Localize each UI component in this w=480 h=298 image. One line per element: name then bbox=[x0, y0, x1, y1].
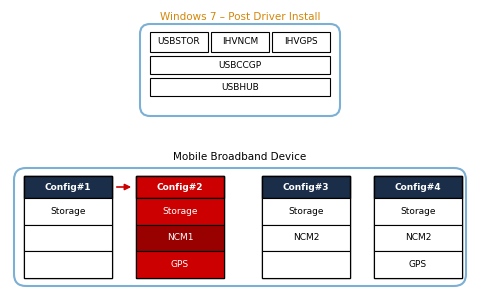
Text: GPS: GPS bbox=[409, 260, 427, 269]
Text: Config#1: Config#1 bbox=[45, 182, 91, 192]
Bar bbox=[374, 225, 462, 251]
Bar bbox=[272, 32, 330, 52]
Text: NCM1: NCM1 bbox=[167, 234, 193, 243]
Text: Config#3: Config#3 bbox=[283, 182, 329, 192]
Text: NCM2: NCM2 bbox=[293, 234, 319, 243]
Text: GPS: GPS bbox=[171, 260, 189, 269]
Bar bbox=[262, 176, 350, 278]
Bar bbox=[24, 176, 112, 278]
Bar bbox=[150, 56, 330, 74]
Bar bbox=[24, 251, 112, 278]
Bar bbox=[211, 32, 269, 52]
Bar bbox=[374, 251, 462, 278]
Text: IHVNCM: IHVNCM bbox=[222, 38, 258, 46]
Text: Storage: Storage bbox=[400, 207, 436, 216]
Text: Mobile Broadband Device: Mobile Broadband Device bbox=[173, 152, 307, 162]
Bar bbox=[24, 198, 112, 225]
Text: Storage: Storage bbox=[288, 207, 324, 216]
Text: USBHUB: USBHUB bbox=[221, 83, 259, 91]
Bar bbox=[374, 176, 462, 278]
Bar bbox=[136, 176, 224, 198]
Bar bbox=[136, 176, 224, 278]
Bar bbox=[374, 198, 462, 225]
Text: Windows 7 – Post Driver Install: Windows 7 – Post Driver Install bbox=[160, 12, 320, 22]
Bar bbox=[262, 251, 350, 278]
Text: IHVGPS: IHVGPS bbox=[284, 38, 318, 46]
Text: USBCCGP: USBCCGP bbox=[218, 60, 262, 69]
FancyBboxPatch shape bbox=[140, 24, 340, 116]
Text: Config#4: Config#4 bbox=[395, 182, 441, 192]
Bar bbox=[136, 198, 224, 225]
Bar bbox=[136, 251, 224, 278]
Bar bbox=[374, 176, 462, 198]
Text: NCM2: NCM2 bbox=[405, 234, 431, 243]
Bar bbox=[262, 225, 350, 251]
Text: USBSTOR: USBSTOR bbox=[158, 38, 200, 46]
Bar bbox=[150, 32, 208, 52]
Bar bbox=[150, 78, 330, 96]
Bar bbox=[136, 225, 224, 251]
Bar bbox=[24, 225, 112, 251]
Bar bbox=[262, 198, 350, 225]
Text: Storage: Storage bbox=[50, 207, 86, 216]
Bar bbox=[24, 176, 112, 198]
Text: Config#2: Config#2 bbox=[157, 182, 203, 192]
Bar bbox=[262, 176, 350, 198]
FancyBboxPatch shape bbox=[14, 168, 466, 286]
Text: Storage: Storage bbox=[162, 207, 198, 216]
